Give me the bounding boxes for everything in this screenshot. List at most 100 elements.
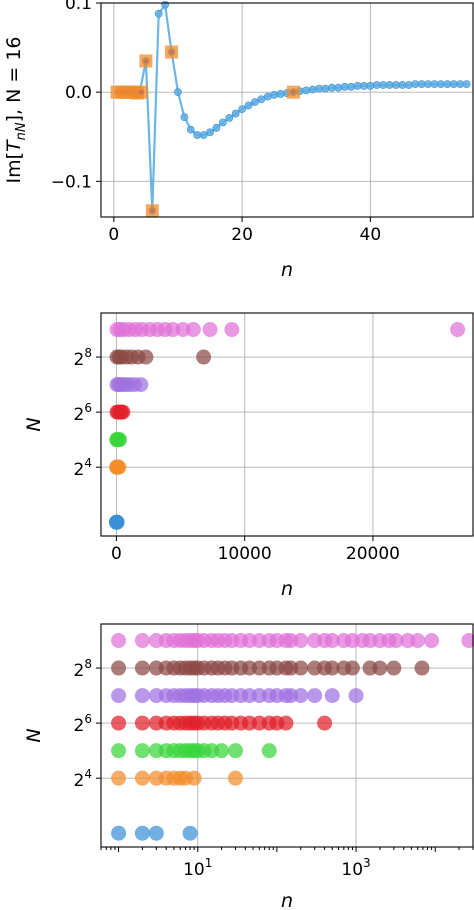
- y-label-subscript: nN: [14, 122, 29, 140]
- scatter-point: [115, 404, 131, 420]
- data-point: [462, 80, 471, 89]
- y-tick-label: 0.1: [65, 0, 92, 14]
- scatter-point: [111, 688, 127, 704]
- scatter-point: [133, 377, 149, 393]
- scatter-point: [111, 743, 127, 759]
- scatter-point: [111, 715, 127, 731]
- y-tick-label-exponent: 8: [84, 657, 92, 671]
- y-tick-label: 28: [74, 657, 92, 681]
- scatter-point: [175, 322, 191, 338]
- scatter-point: [424, 633, 440, 649]
- scatter-point: [165, 322, 181, 338]
- scatter-point: [228, 743, 244, 759]
- scatter-point: [278, 715, 294, 731]
- scatter-point: [111, 770, 127, 786]
- y-tick-label-base: 2: [74, 661, 85, 681]
- data-point: [186, 125, 195, 134]
- data-point: [206, 128, 214, 137]
- y-axis-label: N: [23, 417, 45, 431]
- scatter-point: [307, 688, 323, 704]
- y-axis-label: N: [23, 728, 45, 742]
- highlight-center: [290, 89, 296, 95]
- scatter-point: [202, 322, 218, 338]
- data-point: [154, 9, 163, 18]
- scatter-point: [450, 322, 466, 338]
- scatter-point: [182, 825, 198, 841]
- scatter-point: [134, 743, 150, 759]
- y-tick-label-exponent: 8: [84, 346, 92, 360]
- x-tick-label-base: 10: [341, 860, 363, 880]
- scatter-point: [148, 825, 164, 841]
- data-point: [212, 123, 221, 132]
- scatter-point: [214, 743, 230, 759]
- data-point: [244, 101, 253, 110]
- y-tick-label: 26: [74, 401, 92, 425]
- x-tick-label: 103: [341, 856, 370, 880]
- scatter-point: [317, 715, 333, 731]
- data-point: [302, 86, 311, 95]
- scatter-point: [134, 660, 150, 676]
- y-tick-label: 24: [74, 767, 92, 791]
- scatter-point: [228, 770, 244, 786]
- data-point: [321, 84, 330, 93]
- y-tick-label-exponent: 6: [84, 712, 92, 726]
- scatter-point: [186, 770, 202, 786]
- scatter-point: [224, 322, 240, 338]
- data-point: [231, 109, 240, 118]
- y-tick-label: −0.1: [51, 172, 92, 192]
- scatter-point: [344, 660, 360, 676]
- data-point: [270, 90, 279, 99]
- axes-frame: [100, 2, 474, 218]
- x-tick-label: 20000: [346, 544, 400, 564]
- scatter-point: [324, 688, 340, 704]
- y-tick-label-exponent: 4: [84, 456, 92, 470]
- y-tick-label-exponent: 4: [84, 767, 92, 781]
- highlight-center: [138, 89, 144, 95]
- y-label-rest: ], N = 16: [3, 37, 25, 123]
- x-tick-label-base: 10: [183, 860, 205, 880]
- data-point: [263, 92, 272, 101]
- scatter-point: [386, 660, 402, 676]
- scatter-point: [134, 688, 150, 704]
- x-tick-label-exponent: 1: [205, 856, 213, 870]
- data-point: [347, 82, 356, 91]
- x-axis-label: n: [281, 890, 293, 910]
- y-axis-label: Im[TnN], N = 16: [3, 37, 29, 184]
- x-tick-label: 0: [108, 225, 119, 245]
- y-tick-label-base: 2: [74, 350, 85, 370]
- scatter-point: [461, 633, 474, 649]
- scatter-point: [111, 660, 127, 676]
- highlight-center: [143, 58, 149, 64]
- y-tick-label-base: 2: [74, 716, 85, 736]
- data-point: [161, 0, 170, 9]
- y-label-symbol: T: [3, 139, 25, 152]
- y-tick-label: 26: [74, 712, 92, 736]
- data-point: [238, 105, 247, 114]
- y-tick-label-base: 2: [74, 460, 85, 480]
- data-point: [218, 118, 227, 127]
- x-axis-label: n: [281, 578, 293, 600]
- data-point: [225, 114, 234, 122]
- scatter-point: [112, 432, 128, 448]
- scatter-point: [348, 688, 364, 704]
- highlight-center: [149, 208, 155, 214]
- y-tick-label-base: 2: [74, 771, 85, 791]
- x-tick-label: 0: [111, 544, 122, 564]
- scatter-point: [324, 660, 340, 676]
- scatter-point: [134, 633, 150, 649]
- data-point: [334, 83, 343, 92]
- y-tick-label: 28: [74, 346, 92, 370]
- scatter-point: [134, 825, 150, 841]
- x-tick-label: 10000: [218, 544, 272, 564]
- y-label-main: Im[: [3, 152, 25, 184]
- data-point: [276, 90, 285, 98]
- y-tick-label-base: 2: [74, 405, 85, 425]
- highlight-center: [169, 49, 175, 55]
- scatter-point: [372, 660, 388, 676]
- x-tick-label: 40: [360, 225, 382, 245]
- scatter-point: [196, 349, 212, 365]
- scatter-point: [138, 349, 154, 365]
- y-tick-label: 24: [74, 456, 92, 480]
